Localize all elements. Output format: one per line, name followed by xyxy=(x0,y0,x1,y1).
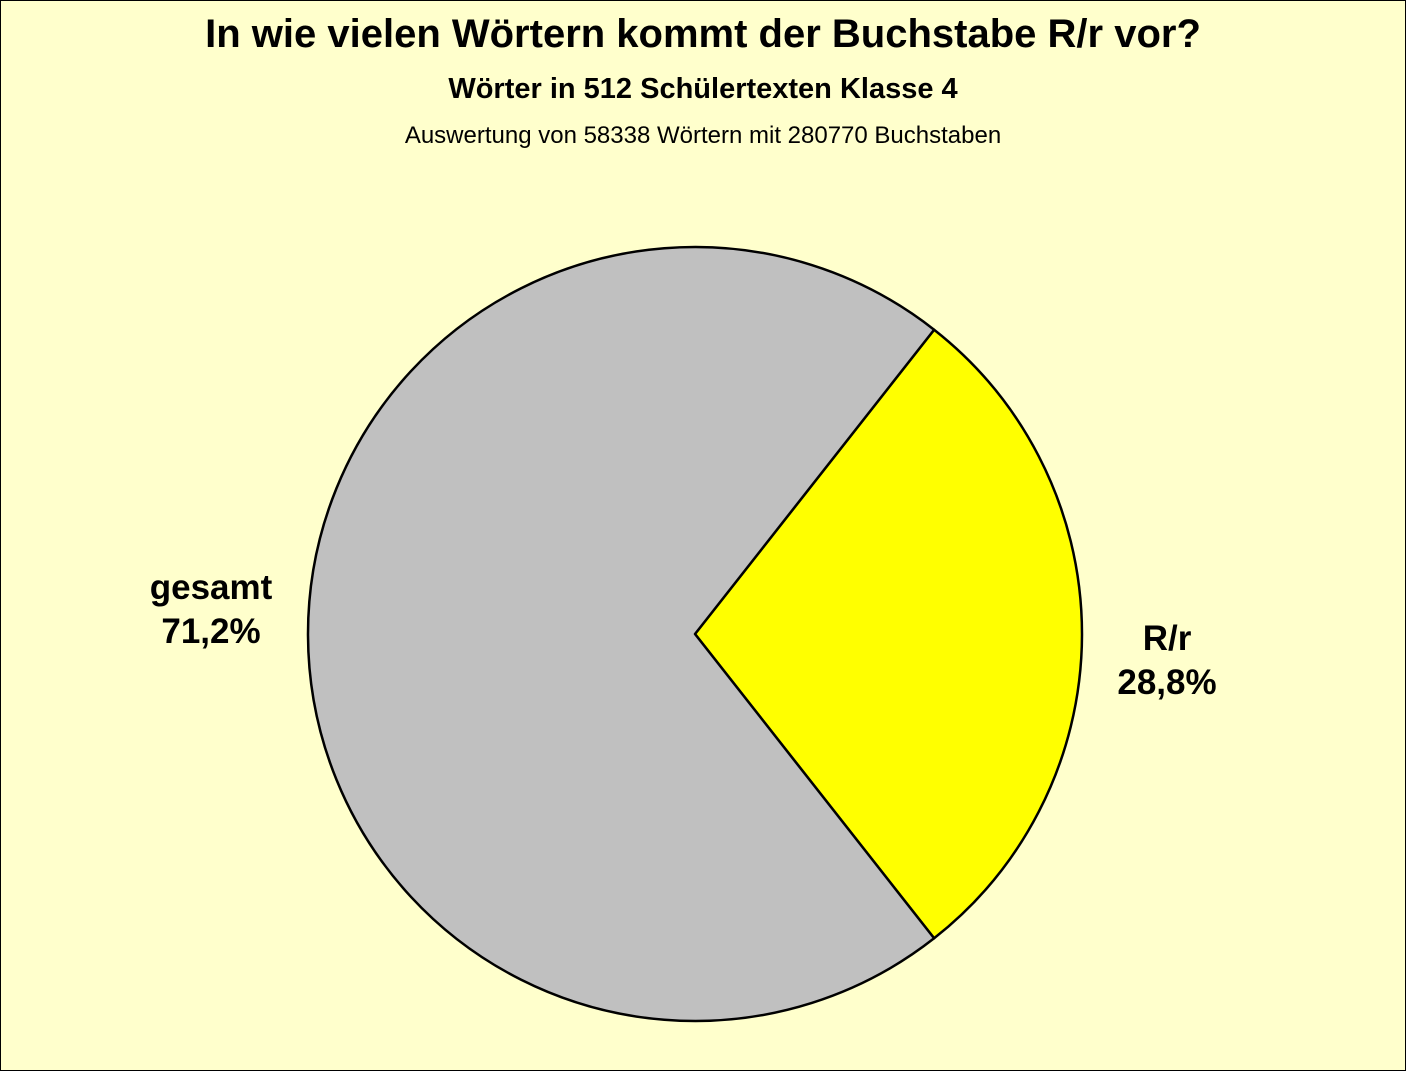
slice-label-r-name: R/r xyxy=(1142,619,1192,658)
pie-slice-gesamt xyxy=(306,245,936,1023)
chart-subtitle: Wörter in 512 Schülertexten Klasse 4 xyxy=(448,73,958,105)
slice-label-gesamt-value: 71,2% xyxy=(161,612,261,651)
slice-label-r: R/r 28,8% xyxy=(1067,617,1267,705)
chart-title: In wie vielen Wörtern kommt der Buchstab… xyxy=(205,12,1201,56)
slice-label-r-value: 28,8% xyxy=(1117,663,1217,702)
slice-label-gesamt: gesamt 71,2% xyxy=(111,566,311,654)
pie-slice-r-r xyxy=(693,328,1084,940)
chart-subtitle-secondary: Auswertung von 58338 Wörtern mit 280770 … xyxy=(404,122,1002,149)
slice-label-gesamt-name: gesamt xyxy=(149,568,273,607)
